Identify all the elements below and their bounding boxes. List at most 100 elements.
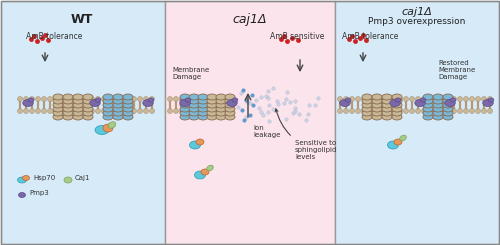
Ellipse shape [196,139,204,145]
Circle shape [174,109,178,113]
Text: AmB tolerance: AmB tolerance [342,32,398,41]
Circle shape [72,97,76,101]
Ellipse shape [198,106,208,112]
Circle shape [96,109,100,113]
Circle shape [192,109,196,113]
Ellipse shape [225,94,235,100]
Text: AmB tolerance: AmB tolerance [26,32,82,41]
Circle shape [186,109,190,113]
Ellipse shape [443,98,453,104]
Circle shape [204,97,208,101]
Ellipse shape [382,94,392,100]
Ellipse shape [73,94,83,100]
Ellipse shape [433,110,443,116]
Ellipse shape [216,102,226,108]
Ellipse shape [372,106,382,112]
Ellipse shape [180,99,190,107]
Ellipse shape [216,114,226,120]
Ellipse shape [206,165,214,171]
Circle shape [150,97,154,101]
Circle shape [126,97,130,101]
Circle shape [350,109,354,113]
Circle shape [198,97,202,101]
Ellipse shape [443,94,453,100]
Ellipse shape [207,106,217,112]
Circle shape [374,97,378,101]
Circle shape [344,97,348,101]
Ellipse shape [392,98,402,104]
Ellipse shape [103,124,113,132]
Ellipse shape [73,106,83,112]
Circle shape [446,109,450,113]
Ellipse shape [103,98,113,104]
Ellipse shape [28,98,34,102]
Ellipse shape [207,98,217,104]
Circle shape [356,97,360,101]
Ellipse shape [372,98,382,104]
Text: WT: WT [71,13,93,26]
Ellipse shape [90,99,100,107]
Text: caj1Δ: caj1Δ [402,7,432,17]
Circle shape [54,109,59,113]
Circle shape [90,97,94,101]
Ellipse shape [207,102,217,108]
Circle shape [66,109,70,113]
Ellipse shape [207,110,217,116]
Ellipse shape [73,102,83,108]
Circle shape [24,109,28,113]
Ellipse shape [433,98,443,104]
Ellipse shape [83,98,93,104]
Ellipse shape [198,110,208,116]
Ellipse shape [189,94,199,100]
Ellipse shape [83,102,93,108]
Ellipse shape [415,99,425,107]
Circle shape [416,109,420,113]
Ellipse shape [433,102,443,108]
Ellipse shape [345,98,351,102]
Ellipse shape [382,102,392,108]
Circle shape [392,97,396,101]
Ellipse shape [372,110,382,116]
Ellipse shape [225,114,235,120]
Ellipse shape [483,99,493,107]
Ellipse shape [445,99,455,107]
Ellipse shape [216,110,226,116]
Circle shape [482,97,486,101]
Ellipse shape [227,99,237,107]
Ellipse shape [148,98,154,102]
Ellipse shape [113,94,123,100]
Ellipse shape [488,98,494,102]
Circle shape [132,109,136,113]
Ellipse shape [180,114,190,120]
Circle shape [72,109,76,113]
Ellipse shape [423,102,433,108]
Ellipse shape [382,110,392,116]
Circle shape [380,97,384,101]
Circle shape [42,97,46,101]
Ellipse shape [113,106,123,112]
Circle shape [30,109,35,113]
Circle shape [422,97,426,101]
Circle shape [434,109,438,113]
Ellipse shape [103,94,113,100]
Text: Hsp70: Hsp70 [33,175,55,181]
Ellipse shape [201,169,209,175]
Circle shape [398,97,402,101]
Circle shape [362,109,366,113]
Circle shape [42,109,46,113]
Circle shape [90,109,94,113]
Ellipse shape [362,114,372,120]
Ellipse shape [123,110,133,116]
Circle shape [204,109,208,113]
Ellipse shape [372,114,382,120]
Ellipse shape [180,102,190,108]
Circle shape [84,97,88,101]
Ellipse shape [83,110,93,116]
Circle shape [102,97,106,101]
Circle shape [126,109,130,113]
Circle shape [434,97,438,101]
Circle shape [476,97,480,101]
Ellipse shape [394,139,402,145]
Ellipse shape [189,106,199,112]
Text: Ion
leakage: Ion leakage [253,125,280,138]
